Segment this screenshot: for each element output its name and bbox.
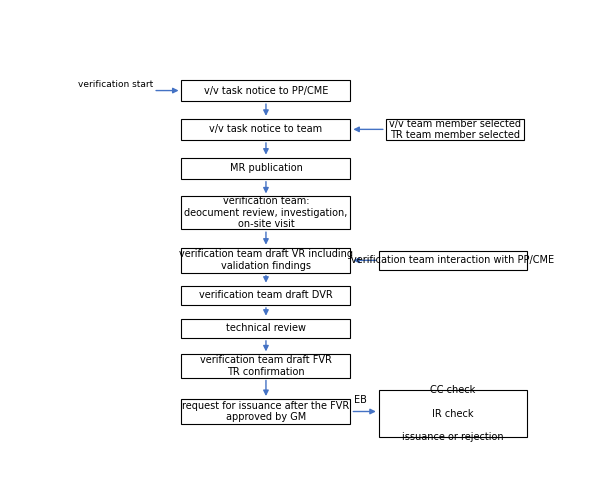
FancyBboxPatch shape bbox=[181, 80, 350, 101]
FancyBboxPatch shape bbox=[181, 157, 350, 179]
FancyBboxPatch shape bbox=[181, 247, 350, 273]
FancyBboxPatch shape bbox=[379, 391, 527, 437]
Text: verification team draft DVR: verification team draft DVR bbox=[199, 290, 333, 300]
FancyBboxPatch shape bbox=[181, 119, 350, 140]
Text: verification team interaction with PP/CME: verification team interaction with PP/CM… bbox=[351, 256, 554, 265]
Text: EB: EB bbox=[354, 395, 367, 405]
Text: verification team draft VR including
validation findings: verification team draft VR including val… bbox=[179, 249, 353, 271]
FancyBboxPatch shape bbox=[181, 354, 350, 377]
FancyBboxPatch shape bbox=[385, 119, 524, 140]
Text: v/v team member selected
TR team member selected: v/v team member selected TR team member … bbox=[389, 118, 521, 140]
Text: MR publication: MR publication bbox=[230, 163, 302, 173]
Text: verification team:
deocument review, investigation,
on-site visit: verification team: deocument review, inv… bbox=[184, 196, 348, 229]
FancyBboxPatch shape bbox=[181, 286, 350, 305]
Text: verification team draft FVR
TR confirmation: verification team draft FVR TR confirmat… bbox=[200, 355, 332, 376]
FancyBboxPatch shape bbox=[181, 399, 350, 424]
Text: v/v task notice to team: v/v task notice to team bbox=[210, 124, 322, 135]
Text: v/v task notice to PP/CME: v/v task notice to PP/CME bbox=[204, 86, 328, 96]
FancyBboxPatch shape bbox=[181, 319, 350, 338]
Text: request for issuance after the FVR
approved by GM: request for issuance after the FVR appro… bbox=[182, 401, 350, 422]
Text: CC check

IR check

issuance or rejection: CC check IR check issuance or rejection bbox=[402, 386, 504, 442]
FancyBboxPatch shape bbox=[379, 250, 527, 270]
FancyBboxPatch shape bbox=[181, 197, 350, 229]
Text: verification start: verification start bbox=[78, 80, 153, 89]
Text: technical review: technical review bbox=[226, 323, 306, 333]
